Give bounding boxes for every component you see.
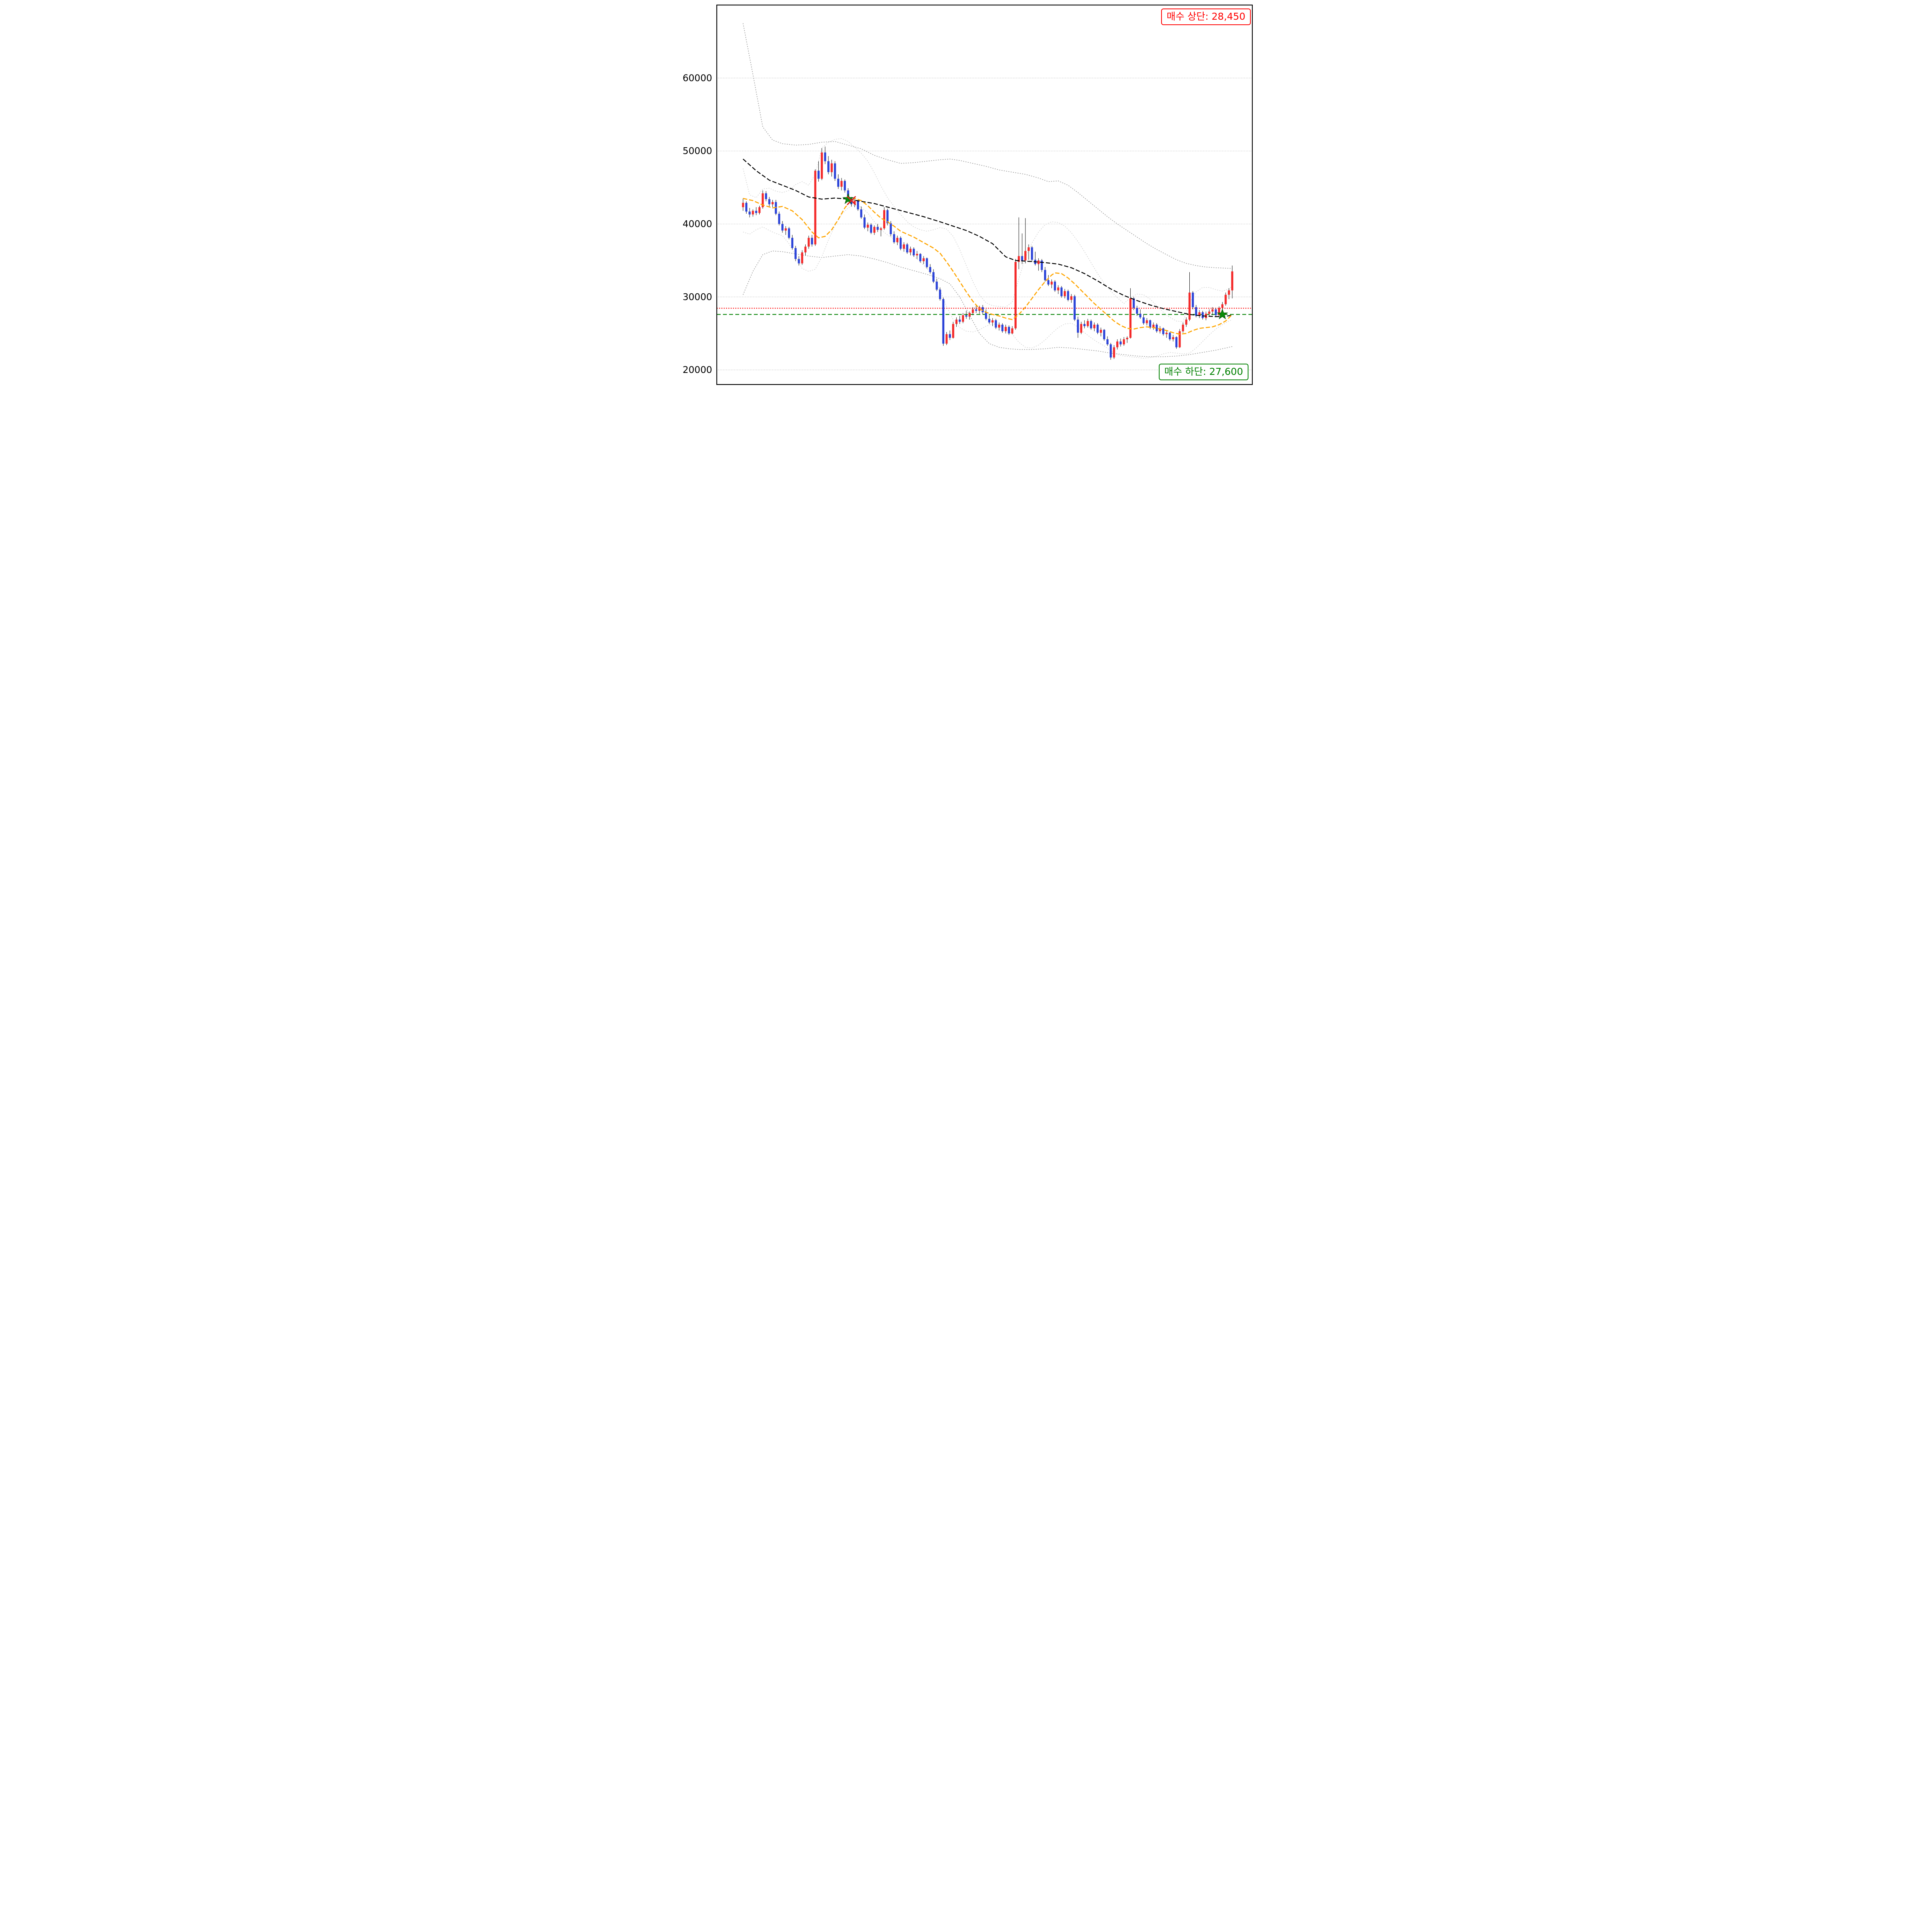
buy-signal-star	[1216, 308, 1228, 320]
candlestick-chart-page: 20000 30000 40000 50000 60000 매수 상단: 28,450 …	[676, 0, 1256, 386]
signal-markers	[842, 193, 1228, 320]
band-lower-wide	[743, 250, 1233, 357]
price-chart: 20000 30000 40000 50000 60000	[683, 4, 1253, 385]
buy-lower-annotation: 매수 하단: 27,600	[1159, 363, 1248, 380]
buy-lower-annotation-text: 매수 하단: 27,600	[1164, 366, 1243, 377]
plot-frame	[716, 4, 1253, 385]
buy-upper-annotation: 매수 상단: 28,450	[1161, 9, 1251, 26]
band-lower-narrow	[743, 204, 1233, 359]
bollinger-bands	[743, 23, 1233, 359]
y-axis: 20000 30000 40000 50000 60000	[683, 73, 1252, 375]
moving-averages	[743, 158, 1233, 335]
band-upper-wide	[743, 23, 1233, 269]
y-tick-label: 30000	[683, 291, 712, 302]
y-tick-label: 20000	[683, 364, 712, 375]
buy-upper-annotation-text: 매수 상단: 28,450	[1167, 11, 1245, 22]
chart-render-layer: 20000 30000 40000 50000 60000	[683, 4, 1253, 385]
cross-signal-star	[842, 193, 854, 204]
y-tick-label: 40000	[683, 219, 712, 230]
ma-short	[743, 197, 1233, 335]
signal-hlines	[717, 308, 1252, 315]
cross-signal-x	[847, 196, 856, 206]
y-tick-label: 60000	[683, 73, 712, 83]
band-upper-narrow	[743, 138, 1233, 322]
ma-long	[743, 158, 1233, 317]
candles	[742, 146, 1233, 360]
y-tick-label: 50000	[683, 146, 712, 157]
